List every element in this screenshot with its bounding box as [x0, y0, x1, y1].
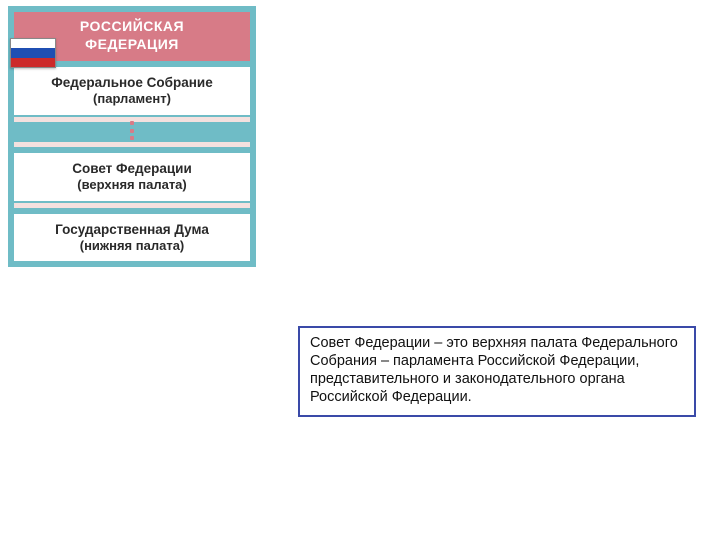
block-subtitle: (верхняя палата)	[20, 177, 244, 193]
divider-strip	[14, 203, 250, 208]
definition-text: Совет Федерации – это верхняя палата Фед…	[310, 335, 678, 405]
definition-box: Совет Федерации – это верхняя палата Фед…	[298, 326, 696, 417]
block-subtitle: (нижняя палата)	[20, 238, 244, 254]
block-federation-council: Совет Федерации (верхняя палата)	[14, 153, 250, 201]
russia-flag-icon	[10, 38, 56, 68]
block-title: Федеральное Собрание	[20, 75, 244, 91]
header-line1: РОССИЙСКАЯ	[18, 18, 246, 36]
block-title: Совет Федерации	[20, 161, 244, 177]
card-header: РОССИЙСКАЯ ФЕДЕРАЦИЯ	[14, 12, 250, 61]
federation-card: РОССИЙСКАЯ ФЕДЕРАЦИЯ Федеральное Собрани…	[8, 6, 256, 267]
divider-strip	[14, 142, 250, 147]
block-subtitle: (парламент)	[20, 91, 244, 107]
block-federal-assembly: Федеральное Собрание (парламент)	[14, 67, 250, 115]
block-state-duma: Государственная Дума (нижняя палата)	[14, 214, 250, 262]
block-title: Государственная Дума	[20, 222, 244, 238]
connector-dots	[14, 122, 250, 140]
